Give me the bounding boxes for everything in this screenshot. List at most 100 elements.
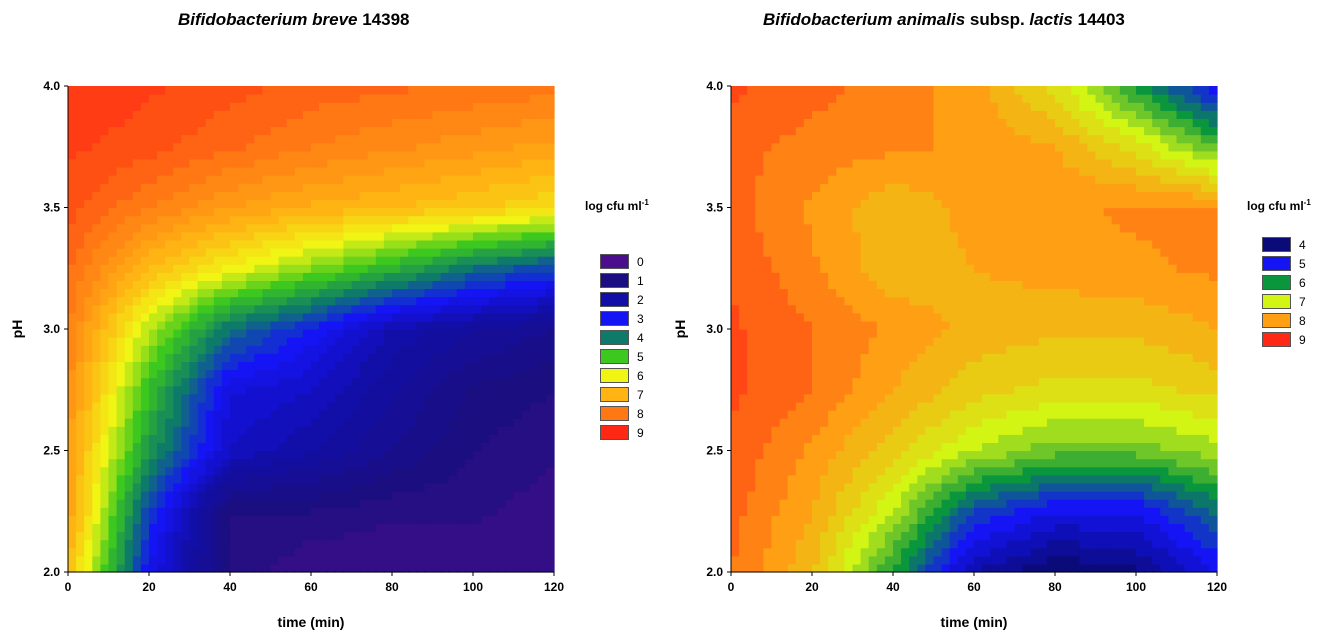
contour-cell — [1006, 474, 1016, 484]
contour-cell — [820, 442, 829, 452]
contour-cell — [787, 539, 797, 549]
contour-cell — [157, 191, 166, 200]
contour-cell — [124, 426, 134, 435]
contour-cell — [149, 442, 158, 452]
contour-cell — [100, 426, 110, 435]
contour-cell — [189, 223, 199, 233]
contour-cell — [901, 547, 910, 557]
contour-cell — [132, 369, 142, 379]
contour-cell — [521, 442, 531, 452]
contour-cell — [448, 329, 458, 338]
contour-cell — [481, 102, 490, 111]
contour-cell — [392, 239, 401, 249]
contour-cell — [998, 563, 1007, 573]
contour-cell — [238, 126, 247, 136]
contour-cell — [1144, 426, 1153, 435]
contour-cell — [343, 118, 353, 128]
contour-cell — [448, 142, 458, 152]
contour-cell — [375, 320, 385, 330]
contour-cell — [270, 329, 280, 338]
contour-cell — [416, 418, 425, 427]
contour-cell — [140, 320, 150, 330]
contour-cell — [383, 523, 393, 533]
contour-cell — [76, 304, 85, 314]
contour-cell — [1168, 401, 1178, 411]
contour-cell — [270, 248, 280, 257]
contour-cell — [140, 345, 150, 354]
contour-cell — [327, 272, 336, 281]
contour-cell — [1127, 458, 1137, 468]
contour-cell — [221, 523, 231, 533]
contour-cell — [92, 523, 101, 533]
contour-cell — [262, 183, 272, 192]
contour-cell — [286, 337, 296, 346]
contour-cell — [205, 239, 215, 249]
contour-cell — [375, 158, 385, 168]
contour-cell — [359, 442, 369, 452]
contour-cell — [771, 434, 781, 443]
contour-cell — [755, 418, 764, 427]
contour-cell — [181, 231, 191, 241]
contour-cell — [771, 458, 781, 468]
contour-cell — [1063, 547, 1072, 557]
contour-cell — [893, 401, 902, 411]
contour-cell — [400, 215, 409, 225]
contour-cell — [262, 86, 272, 95]
contour-cell — [327, 531, 336, 541]
contour-cell — [213, 442, 223, 452]
contour-cell — [1127, 507, 1137, 516]
contour-cell — [311, 118, 320, 128]
contour-cell — [359, 126, 369, 136]
contour-cell — [771, 410, 781, 419]
contour-cell — [505, 523, 515, 533]
contour-cell — [343, 256, 353, 265]
contour-cell — [76, 531, 85, 541]
contour-cell — [440, 329, 450, 338]
contour-cell — [367, 482, 377, 492]
contour-cell — [481, 86, 490, 95]
contour-cell — [933, 393, 943, 403]
contour-cell — [302, 450, 312, 460]
contour-cell — [1192, 410, 1202, 419]
contour-cell — [852, 418, 862, 427]
contour-cell — [383, 353, 393, 362]
contour-cell — [294, 337, 304, 346]
contour-cell — [319, 450, 328, 460]
contour-cell — [464, 126, 474, 136]
contour-cell — [181, 555, 191, 565]
contour-cell — [302, 118, 312, 128]
contour-cell — [197, 288, 207, 298]
contour-cell — [828, 482, 837, 492]
contour-cell — [230, 410, 239, 419]
contour-cell — [440, 248, 450, 257]
contour-cell — [400, 248, 409, 257]
contour-cell — [327, 450, 336, 460]
contour-cell — [917, 426, 926, 435]
contour-cell — [359, 418, 369, 427]
chart-title-part: Bifidobacterium breve — [178, 10, 358, 29]
contour-cell — [448, 385, 458, 395]
legend-item: 9 — [600, 423, 644, 442]
contour-cell — [108, 264, 118, 273]
contour-cell — [876, 539, 886, 549]
contour-cell — [173, 499, 182, 508]
contour-cell — [173, 458, 182, 468]
contour-cell — [108, 223, 118, 233]
contour-cell — [1046, 531, 1056, 541]
contour-cell — [844, 466, 854, 476]
contour-cell — [1176, 523, 1186, 533]
contour-cell — [771, 531, 781, 541]
contour-cell — [481, 361, 490, 371]
contour-cell — [1095, 450, 1105, 460]
contour-cell — [448, 320, 458, 330]
contour-cell — [230, 499, 239, 508]
contour-cell — [893, 555, 902, 565]
contour-cell — [132, 466, 142, 476]
contour-cell — [343, 150, 353, 160]
contour-cell — [1152, 466, 1161, 476]
contour-cell — [893, 491, 902, 500]
contour-cell — [108, 426, 118, 435]
contour-cell — [205, 320, 215, 330]
contour-cell — [294, 288, 304, 298]
